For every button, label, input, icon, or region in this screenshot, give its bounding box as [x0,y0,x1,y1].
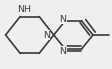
Text: N: N [59,47,66,56]
Text: N: N [43,31,50,40]
Text: N: N [59,15,66,24]
Text: NH: NH [17,5,31,14]
